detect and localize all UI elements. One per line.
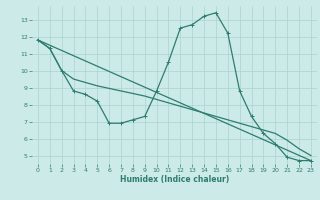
X-axis label: Humidex (Indice chaleur): Humidex (Indice chaleur) — [120, 175, 229, 184]
